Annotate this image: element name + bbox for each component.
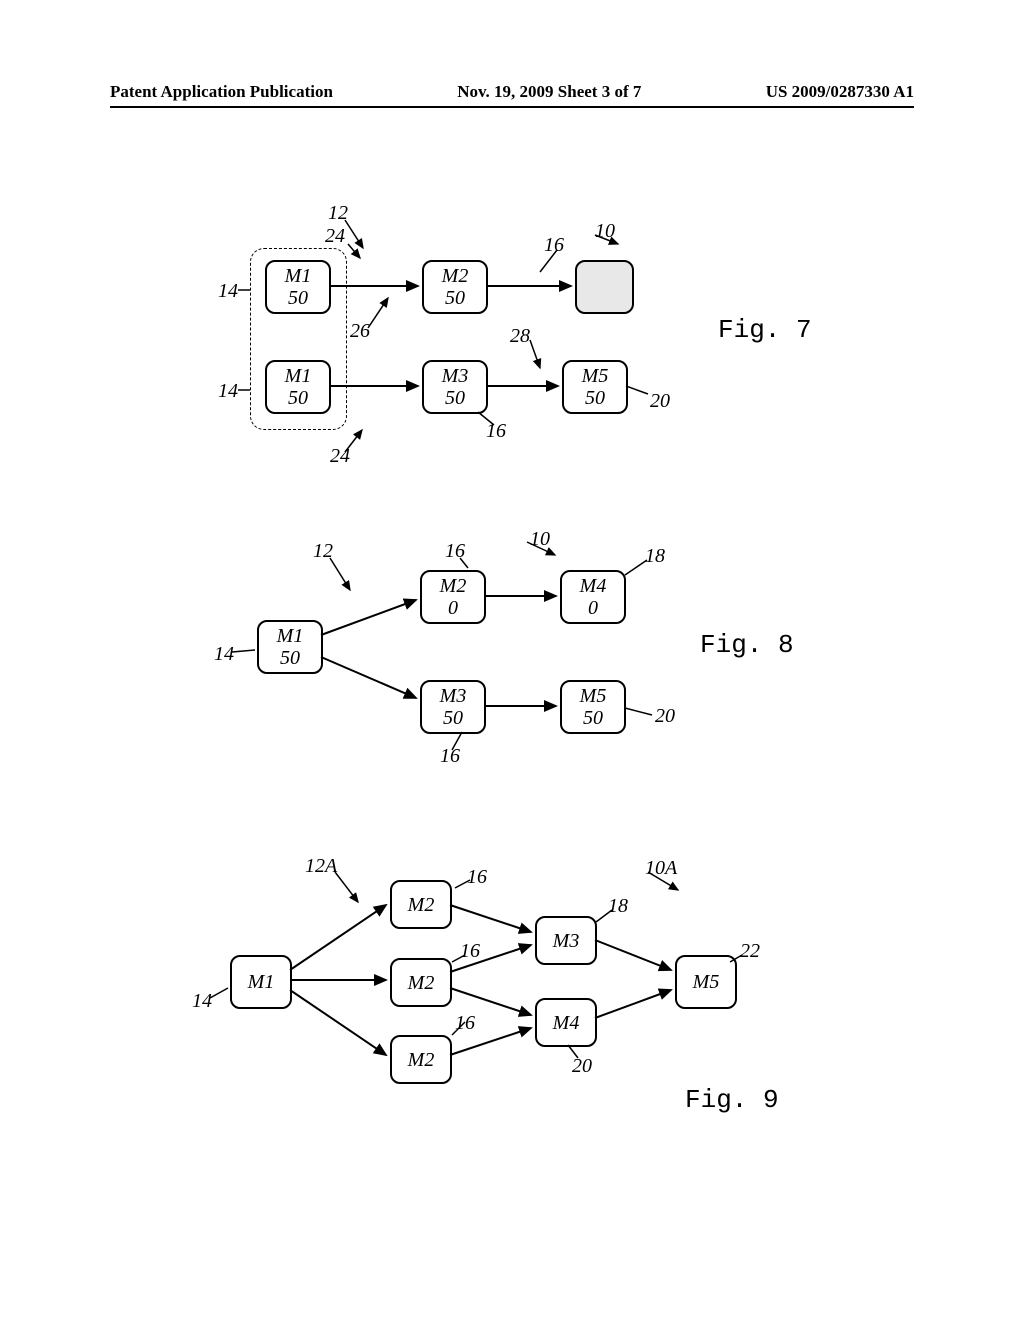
- ref: 14: [192, 990, 212, 1013]
- node-label: M2: [408, 894, 435, 916]
- node-label: M2: [408, 1049, 435, 1071]
- fig7-connectors: [0, 0, 1024, 480]
- fig8-label: Fig. 8: [700, 630, 794, 660]
- node-value: 50: [585, 387, 605, 409]
- node-label: M4: [580, 575, 607, 597]
- node-value: 50: [445, 287, 465, 309]
- patent-page: Patent Application Publication Nov. 19, …: [0, 0, 1024, 1320]
- node-label: M5: [582, 365, 609, 387]
- ref: 12: [313, 540, 333, 563]
- node-label: M2: [408, 972, 435, 994]
- node-value: 50: [280, 647, 300, 669]
- ref: 16: [440, 745, 460, 768]
- fig8-node-m5: M5 50: [560, 680, 626, 734]
- ref: 20: [572, 1055, 592, 1078]
- ref: 24: [325, 225, 345, 248]
- fig9-node-m2-bot: M2: [390, 1035, 452, 1084]
- header-left: Patent Application Publication: [110, 82, 333, 102]
- ref: 24: [330, 445, 350, 468]
- node-label: M1: [248, 971, 275, 993]
- node-value: 0: [448, 597, 458, 619]
- ref: 16: [445, 540, 465, 563]
- fig7-node-m1-top: M1 50: [265, 260, 331, 314]
- ref: 14: [218, 280, 238, 303]
- fig8-node-m4: M4 0: [560, 570, 626, 624]
- ref: 12A: [305, 855, 337, 878]
- node-value: 0: [588, 597, 598, 619]
- fig9-node-m3: M3: [535, 916, 597, 965]
- fig9-node-m5: M5: [675, 955, 737, 1009]
- fig8-node-m1: M1 50: [257, 620, 323, 674]
- node-value: 50: [583, 707, 603, 729]
- ref: 20: [655, 705, 675, 728]
- node-label: M3: [442, 365, 469, 387]
- fig9-label: Fig. 9: [685, 1085, 779, 1115]
- ref: 14: [218, 380, 238, 403]
- fig9-connectors: [0, 0, 1024, 1320]
- node-value: 50: [288, 387, 308, 409]
- ref: 22: [740, 940, 760, 963]
- fig7-node-m5: M5 50: [562, 360, 628, 414]
- node-value: 50: [443, 707, 463, 729]
- node-value: 50: [288, 287, 308, 309]
- fig8-node-m3: M3 50: [420, 680, 486, 734]
- ref: 26: [350, 320, 370, 343]
- fig7-node-m1-bottom: M1 50: [265, 360, 331, 414]
- ref: 12: [328, 202, 348, 225]
- fig7-node-m2: M2 50: [422, 260, 488, 314]
- ref: 10: [595, 220, 615, 243]
- fig8-node-m2: M2 0: [420, 570, 486, 624]
- fig7-label: Fig. 7: [718, 315, 812, 345]
- ref: 14: [214, 643, 234, 666]
- fig7-node-m3: M3 50: [422, 360, 488, 414]
- node-label: M2: [440, 575, 467, 597]
- fig7-node-blank: [575, 260, 634, 314]
- node-label: M1: [285, 265, 312, 287]
- ref: 16: [455, 1012, 475, 1035]
- node-label: M4: [553, 1012, 580, 1034]
- node-label: M3: [553, 930, 580, 952]
- fig8-connectors: [0, 0, 1024, 800]
- fig9-node-m2-top: M2: [390, 880, 452, 929]
- ref: 10A: [645, 857, 677, 880]
- ref: 18: [608, 895, 628, 918]
- page-header: Patent Application Publication Nov. 19, …: [110, 82, 914, 108]
- fig9-node-m1: M1: [230, 955, 292, 1009]
- ref: 16: [544, 234, 564, 257]
- node-label: M1: [277, 625, 304, 647]
- ref: 20: [650, 390, 670, 413]
- ref: 18: [645, 545, 665, 568]
- ref: 28: [510, 325, 530, 348]
- node-value: 50: [445, 387, 465, 409]
- node-label: M5: [580, 685, 607, 707]
- ref: 16: [460, 940, 480, 963]
- node-label: M5: [693, 971, 720, 993]
- ref: 16: [467, 866, 487, 889]
- fig9-node-m4: M4: [535, 998, 597, 1047]
- ref: 10: [530, 528, 550, 551]
- header-center: Nov. 19, 2009 Sheet 3 of 7: [457, 82, 641, 102]
- node-label: M1: [285, 365, 312, 387]
- node-label: M3: [440, 685, 467, 707]
- ref: 16: [486, 420, 506, 443]
- node-label: M2: [442, 265, 469, 287]
- header-right: US 2009/0287330 A1: [766, 82, 914, 102]
- fig9-node-m2-mid: M2: [390, 958, 452, 1007]
